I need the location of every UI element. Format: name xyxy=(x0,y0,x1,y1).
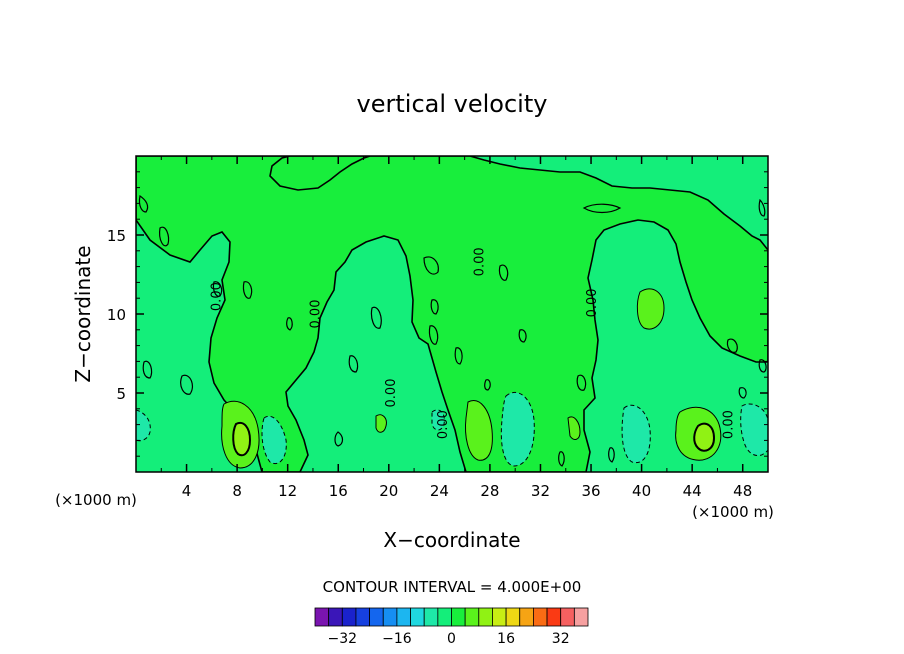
colorbar-swatch xyxy=(396,607,411,627)
colorbar-swatch xyxy=(355,607,371,627)
colorbar-tick-labels: −32 −16 0 16 32 xyxy=(328,631,570,647)
colorbar-tick-label: 16 xyxy=(497,631,515,647)
contour-interval-label: CONTOUR INTERVAL = 4.000E+00 xyxy=(323,578,582,596)
colorbar-swatch xyxy=(423,607,439,627)
x-tick-label: 4 xyxy=(182,482,192,500)
colorbar-swatch xyxy=(437,607,452,627)
y-axis: 5 10 15 xyxy=(107,171,768,457)
contour-region-negative xyxy=(500,391,535,467)
colorbar-swatch xyxy=(505,607,521,627)
x-tick-label: 8 xyxy=(232,482,242,500)
colorbar-swatch xyxy=(546,607,562,627)
colorbar-swatch xyxy=(314,607,330,627)
x-unit-right: (×1000 m) xyxy=(692,503,774,521)
colorbar-swatch xyxy=(382,607,398,627)
y-axis-label: Z−coordinate xyxy=(71,245,95,382)
contour-label: 0.00 xyxy=(585,288,600,317)
colorbar-tick-label: −16 xyxy=(382,631,412,647)
contour-region-core xyxy=(567,416,581,440)
contour-label: 0.00 xyxy=(473,247,488,276)
x-tick-label: 16 xyxy=(329,482,348,500)
chart-title: vertical velocity xyxy=(357,90,548,118)
colorbar-swatch xyxy=(519,607,534,627)
y-tick-label: 5 xyxy=(116,385,126,403)
colorbar-swatch xyxy=(478,607,493,627)
contour-label: 0.00 xyxy=(436,410,451,439)
x-tick-label: 36 xyxy=(581,482,600,500)
contour-region-core xyxy=(465,400,493,461)
contour-label: 0.00 xyxy=(722,410,737,439)
x-tick-label: 44 xyxy=(683,482,702,500)
contour-region-negative xyxy=(431,409,445,431)
contour-region-negative xyxy=(740,403,768,457)
x-tick-label: 40 xyxy=(632,482,651,500)
x-tick-label: 28 xyxy=(480,482,499,500)
contour-islands xyxy=(138,195,767,467)
contour-field: 0.00 0.00 0.00 0.00 0.00 0.00 0.00 xyxy=(136,156,768,472)
contour-region-core xyxy=(375,414,387,433)
colorbar-swatch xyxy=(341,607,357,627)
contour-region-negative xyxy=(621,404,651,464)
colorbar-swatch xyxy=(492,607,507,627)
colorbar-tick-label: 0 xyxy=(447,631,456,647)
y-tick-label: 10 xyxy=(107,306,126,324)
colorbar-tick-label: 32 xyxy=(552,631,570,647)
colorbar xyxy=(314,607,589,627)
colorbar-swatch xyxy=(573,607,589,627)
y-tick-label: 15 xyxy=(107,227,126,245)
colorbar-swatch xyxy=(328,607,343,627)
colorbar-swatch xyxy=(560,607,575,627)
x-axis-label: X−coordinate xyxy=(383,528,520,552)
x-tick-label: 12 xyxy=(278,482,297,500)
colorbar-swatch xyxy=(464,607,480,627)
contour-region-core xyxy=(693,422,716,452)
x-tick-label: 32 xyxy=(531,482,550,500)
colorbar-swatch xyxy=(533,607,548,627)
x-unit-left: (×1000 m) xyxy=(55,491,137,509)
x-tick-label: 24 xyxy=(430,482,449,500)
contour-label: 0.00 xyxy=(384,379,399,408)
contour-region-core xyxy=(232,422,252,457)
colorbar-swatch xyxy=(451,607,466,627)
colorbar-tick-label: −32 xyxy=(328,631,358,647)
colorbar-swatch xyxy=(369,607,384,627)
x-tick-label: 20 xyxy=(379,482,398,500)
x-tick-label: 48 xyxy=(733,482,752,500)
x-axis: 4 8 12 16 20 24 28 32 36 40 44 48 xyxy=(160,156,752,500)
colorbar-swatch xyxy=(410,607,425,627)
contour-labels: 0.00 0.00 0.00 0.00 0.00 0.00 0.00 xyxy=(210,247,737,439)
contour-region-negative xyxy=(261,415,287,464)
contour-label: 0.00 xyxy=(210,282,225,311)
contour-label: 0.00 xyxy=(308,300,323,329)
contour-region-core xyxy=(636,288,665,330)
